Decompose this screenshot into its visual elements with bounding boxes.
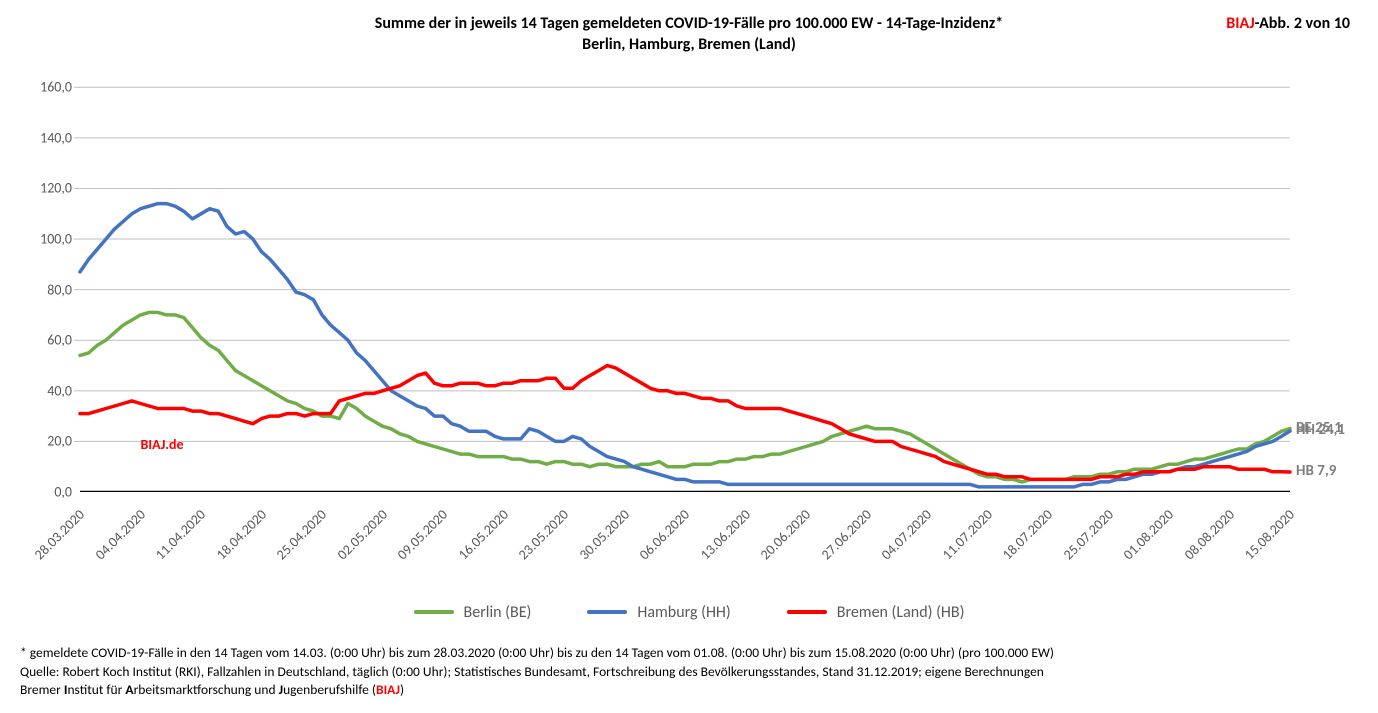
watermark-biaj: BIAJ.de [141,436,184,453]
chart-legend: Berlin (BE) Hamburg (HH) Bremen (Land) (HB… [0,600,1378,622]
y-tick-label: 0,0 [22,484,72,501]
x-tick-label: 15.08.2020 [1241,506,1298,563]
x-tick-label: 18.04.2020 [212,506,269,563]
chart-title-block: Summe der in jeweils 14 Tagen gemeldeten… [0,14,1378,54]
y-tick-label: 80,0 [22,281,72,298]
x-tick-label: 27.06.2020 [817,506,874,563]
legend-label: Hamburg (HH) [637,603,730,622]
y-tick-label: 100,0 [22,231,72,248]
x-tick-label: 23.05.2020 [515,506,572,563]
x-tick-label: 20.06.2020 [757,506,814,563]
series-hamburg [80,204,1290,487]
footnote-3: Bremer Institut für Arbeitsmarktforschun… [20,681,1358,699]
x-tick-label: 11.07.2020 [938,506,995,563]
line-chart [60,62,1310,492]
y-tick-label: 40,0 [22,382,72,399]
x-tick-label: 08.08.2020 [1180,506,1237,563]
figure-number: BIAJ-Abb. 2 von 10 [1226,14,1350,33]
y-tick-label: 120,0 [22,180,72,197]
legend-swatch [414,610,454,614]
figure-number-red: BIAJ [1226,14,1254,33]
y-tick-label: 20,0 [22,433,72,450]
end-label-hamburg: HH 24,1 [1296,421,1345,439]
chart-title: Summe der in jeweils 14 Tagen gemeldeten… [0,14,1378,33]
x-tick-label: 18.07.2020 [999,506,1056,563]
legend-item-hamburg: Hamburg (HH) [587,603,730,622]
figure-number-black: -Abb. 2 von 10 [1255,14,1350,33]
end-label-bremen: HB 7,9 [1296,462,1336,480]
legend-item-berlin: Berlin (BE) [414,603,532,622]
x-tick-label: 09.05.2020 [394,506,451,563]
x-tick-label: 25.04.2020 [273,506,330,563]
x-tick-label: 04.07.2020 [878,506,935,563]
footnote-1: * gemeldete COVID-19-Fälle in den 14 Tag… [20,644,1358,662]
x-tick-label: 16.05.2020 [454,506,511,563]
x-tick-label: 02.05.2020 [333,506,390,563]
x-tick-label: 06.06.2020 [636,506,693,563]
x-tick-label: 28.03.2020 [31,506,88,563]
legend-swatch [787,610,827,614]
series-bremen [80,366,1290,480]
chart-subtitle: Berlin, Hamburg, Bremen (Land) [0,35,1378,54]
x-tick-label: 25.07.2020 [1059,506,1116,563]
x-tick-label: 01.08.2020 [1120,506,1177,563]
y-tick-label: 60,0 [22,332,72,349]
legend-label: Berlin (BE) [464,603,532,622]
legend-swatch [587,610,627,614]
chart-footnotes: * gemeldete COVID-19-Fälle in den 14 Tag… [20,644,1358,699]
y-tick-label: 140,0 [22,129,72,146]
x-tick-label: 11.04.2020 [152,506,209,563]
x-tick-label: 30.05.2020 [575,506,632,563]
chart-svg [60,62,1310,492]
x-tick-label: 04.04.2020 [91,506,148,563]
legend-label: Bremen (Land) (HB) [837,603,965,622]
y-tick-label: 160,0 [22,79,72,96]
legend-item-bremen: Bremen (Land) (HB) [787,603,965,622]
footnote-2: Quelle: Robert Koch Institut (RKI), Fall… [20,663,1358,681]
x-tick-label: 13.06.2020 [696,506,753,563]
series-berlin [80,312,1290,482]
